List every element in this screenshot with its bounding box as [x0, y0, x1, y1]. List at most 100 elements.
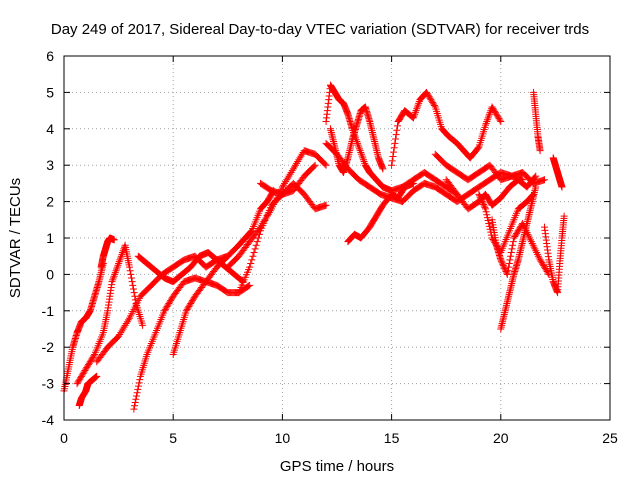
- y-tick-label: 5: [46, 84, 54, 100]
- data-point: [122, 320, 130, 328]
- data-point: [534, 252, 542, 260]
- data-point: [533, 249, 541, 257]
- data-point: [482, 121, 490, 129]
- data-point: [130, 289, 138, 297]
- data-point: [476, 192, 484, 200]
- x-tick-label: 0: [60, 430, 68, 446]
- data-point: [354, 141, 362, 149]
- data-point: [507, 252, 515, 260]
- data-point: [116, 330, 124, 338]
- data-point: [131, 399, 139, 407]
- data-point: [414, 101, 422, 109]
- data-point: [246, 263, 254, 271]
- data-point: [492, 109, 500, 117]
- data-point: [480, 201, 488, 209]
- data-point: [139, 321, 147, 329]
- plot-frame: [63, 55, 611, 421]
- data-point: [246, 281, 254, 289]
- data-point: [245, 282, 253, 290]
- data-point: [497, 118, 505, 126]
- data-point: [393, 126, 401, 134]
- data-point: [483, 116, 491, 124]
- data-point: [119, 325, 127, 333]
- data-point: [84, 362, 92, 370]
- data-point: [477, 195, 485, 203]
- data-point: [379, 165, 387, 173]
- data-point: [479, 199, 487, 207]
- data-point: [412, 107, 420, 115]
- data-point: [390, 148, 398, 156]
- data-point: [357, 150, 365, 158]
- data-point: [182, 307, 190, 315]
- data-point: [514, 227, 522, 235]
- data-point: [134, 385, 142, 393]
- data-point: [507, 249, 515, 257]
- data-point: [77, 374, 85, 382]
- data-point: [87, 356, 95, 364]
- data-point: [90, 352, 98, 360]
- series-arc-e: [93, 252, 232, 366]
- data-point: [167, 297, 175, 305]
- data-point: [509, 241, 517, 249]
- data-point: [254, 234, 262, 242]
- data-point: [111, 269, 119, 277]
- data-point: [160, 307, 168, 315]
- data-point: [476, 193, 484, 201]
- data-point: [321, 160, 329, 168]
- data-point: [127, 274, 135, 282]
- data-point: [115, 259, 123, 267]
- y-tick-label: -1: [42, 303, 55, 319]
- data-point: [428, 97, 436, 105]
- data-point: [293, 159, 301, 167]
- data-point: [526, 234, 534, 242]
- data-point: [499, 262, 507, 270]
- data-point: [392, 135, 400, 143]
- data-point: [411, 110, 419, 118]
- data-point: [478, 196, 486, 204]
- data-point: [93, 372, 101, 380]
- data-point: [109, 274, 117, 282]
- data-point: [484, 217, 492, 225]
- data-point: [358, 152, 366, 160]
- data-point: [531, 173, 539, 181]
- data-point: [249, 252, 257, 260]
- data-point: [164, 301, 172, 309]
- data-point: [413, 105, 421, 113]
- series-arc-c: [97, 234, 118, 271]
- data-point: [130, 405, 138, 413]
- data-point: [389, 152, 397, 160]
- data-point: [496, 116, 504, 124]
- data-point: [511, 233, 519, 241]
- data-point: [488, 103, 496, 111]
- data-point: [540, 262, 548, 270]
- data-point: [294, 158, 302, 166]
- data-point: [494, 113, 502, 121]
- data-point: [430, 100, 438, 108]
- data-point: [281, 179, 289, 187]
- data-point: [530, 243, 538, 251]
- data-point: [509, 238, 517, 246]
- data-point: [247, 228, 255, 236]
- data-point: [359, 154, 367, 162]
- data-point: [480, 202, 488, 210]
- data-point: [188, 298, 196, 306]
- data-point: [131, 402, 139, 410]
- data-point: [284, 174, 292, 182]
- data-point: [535, 254, 543, 262]
- data-point: [532, 172, 540, 180]
- data-point: [115, 332, 123, 340]
- data-point: [478, 198, 486, 206]
- series-arc-g: [134, 249, 247, 286]
- data-point: [497, 256, 505, 264]
- data-point: [538, 259, 546, 267]
- data-point: [74, 378, 82, 386]
- data-point: [250, 249, 258, 257]
- series-arc-v: [530, 88, 544, 155]
- data-point: [183, 305, 191, 313]
- data-point: [485, 110, 493, 118]
- data-point: [278, 183, 286, 191]
- axes: 0 5 10 15 20 25 -4 -3 -2 -1 0 1 2 3 4 5 6: [42, 48, 618, 446]
- y-tick-label: 4: [46, 121, 54, 137]
- data-point: [165, 300, 173, 308]
